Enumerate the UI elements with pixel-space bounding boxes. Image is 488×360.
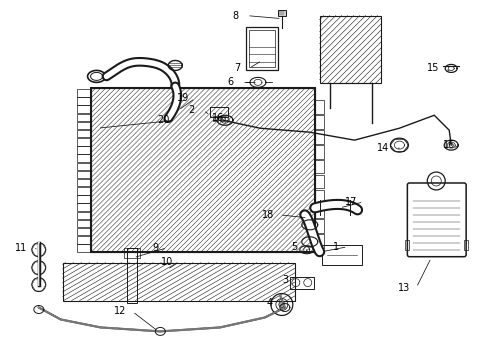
Text: 11: 11 <box>15 243 27 253</box>
Bar <box>77 163 90 170</box>
Text: 6: 6 <box>226 77 233 87</box>
Bar <box>314 219 323 233</box>
Bar <box>213 116 218 121</box>
Text: 7: 7 <box>233 63 240 73</box>
Text: 18: 18 <box>261 210 273 220</box>
Text: 2: 2 <box>188 105 194 115</box>
Text: 3: 3 <box>282 275 288 285</box>
Bar <box>77 146 90 154</box>
Bar <box>77 154 90 162</box>
Text: 5: 5 <box>291 242 297 252</box>
Bar <box>77 130 90 138</box>
Text: 10: 10 <box>161 257 173 267</box>
Bar <box>77 187 90 194</box>
Bar <box>77 105 90 113</box>
Bar <box>90 88 314 252</box>
Bar <box>314 175 323 188</box>
Bar <box>248 30 274 67</box>
Text: 15: 15 <box>426 63 439 73</box>
Bar <box>321 245 361 265</box>
Bar <box>77 97 90 105</box>
Bar <box>314 115 323 129</box>
Bar <box>314 130 323 144</box>
Bar <box>77 138 90 145</box>
Text: 20: 20 <box>157 115 169 125</box>
Bar <box>77 236 90 244</box>
Text: 1: 1 <box>332 242 338 252</box>
Bar <box>77 122 90 129</box>
Bar <box>210 107 227 117</box>
Bar <box>77 228 90 235</box>
Text: 16: 16 <box>211 113 224 123</box>
Bar <box>77 220 90 227</box>
Bar <box>90 88 314 252</box>
Bar <box>77 212 90 219</box>
Bar <box>314 234 323 248</box>
Text: 13: 13 <box>397 283 409 293</box>
Text: 4: 4 <box>266 297 272 307</box>
Bar <box>77 244 90 252</box>
Text: 16: 16 <box>442 140 454 150</box>
Bar <box>77 195 90 203</box>
Bar <box>314 145 323 159</box>
Bar <box>314 204 323 218</box>
Text: 19: 19 <box>177 93 189 103</box>
Bar <box>77 179 90 186</box>
Bar <box>77 203 90 211</box>
Bar <box>463 240 467 250</box>
Circle shape <box>278 302 285 307</box>
Bar <box>124 248 140 258</box>
Bar <box>314 100 323 114</box>
Bar <box>220 116 224 121</box>
Bar <box>77 89 90 96</box>
Bar <box>319 15 381 84</box>
Bar <box>77 171 90 178</box>
Bar <box>314 190 323 203</box>
Text: 8: 8 <box>231 11 238 21</box>
Text: 9: 9 <box>152 243 158 253</box>
Bar <box>62 263 294 301</box>
Bar <box>314 160 323 174</box>
Bar <box>127 248 137 302</box>
Bar <box>289 276 313 289</box>
Bar <box>405 240 408 250</box>
Text: 14: 14 <box>377 143 389 153</box>
Text: 12: 12 <box>114 306 126 316</box>
Bar <box>245 27 277 71</box>
Text: 17: 17 <box>345 197 357 207</box>
Bar <box>277 10 285 15</box>
Bar <box>77 114 90 121</box>
